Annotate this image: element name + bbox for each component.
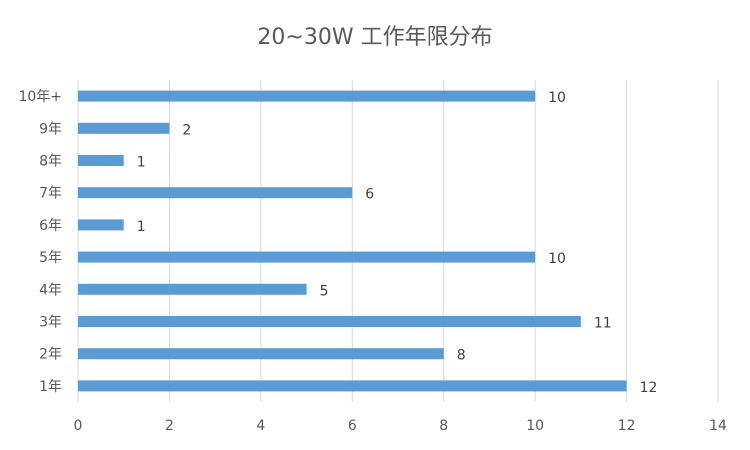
y-tick-label: 7年	[39, 186, 62, 202]
bar	[78, 283, 307, 295]
bar	[78, 155, 124, 166]
y-tick-label: 10年+	[18, 89, 62, 105]
bar	[78, 122, 170, 134]
data-label: 1	[137, 155, 146, 171]
x-tick-label: 10	[526, 418, 544, 434]
x-tick-label: 12	[618, 418, 636, 434]
x-tick-label: 4	[256, 418, 265, 434]
data-label: 8	[457, 348, 466, 364]
bar	[78, 251, 536, 263]
y-tick-label: 8年	[39, 154, 62, 170]
y-tick-label: 5年	[39, 250, 62, 266]
x-tick-label: 0	[74, 418, 83, 434]
data-label: 10	[548, 251, 566, 267]
y-tick-label: 1年	[39, 379, 62, 395]
bar	[78, 219, 124, 231]
bars	[78, 90, 627, 392]
data-label: 11	[594, 316, 612, 332]
bar	[78, 348, 444, 360]
data-label: 2	[182, 122, 191, 138]
y-tick-label: 9年	[39, 121, 62, 137]
y-axis-labels: 1年 2年 3年 4年 5年 6年 7年 8年 9年 10年+	[18, 89, 62, 395]
data-label: 12	[640, 380, 658, 396]
x-tick-label: 6	[348, 418, 357, 434]
data-label: 5	[320, 283, 329, 299]
bar	[78, 380, 627, 392]
y-tick-label: 3年	[39, 315, 62, 331]
x-tick-label: 14	[709, 418, 727, 434]
grid-lines	[77, 80, 719, 402]
chart-title: 20~30W 工作年限分布	[257, 25, 492, 50]
y-tick-label: 6年	[39, 218, 62, 234]
x-tick-label: 8	[439, 418, 448, 434]
data-label: 10	[548, 90, 566, 106]
x-tick-label: 2	[165, 418, 174, 434]
bar	[78, 90, 536, 102]
data-label: 6	[365, 187, 374, 203]
bar	[78, 187, 353, 199]
x-axis-labels: 0 2 4 6 8 10 12 14	[74, 418, 727, 434]
y-tick-label: 4年	[39, 282, 62, 298]
y-tick-label: 2年	[39, 347, 62, 363]
bar	[78, 316, 581, 327]
data-label: 1	[137, 219, 146, 235]
